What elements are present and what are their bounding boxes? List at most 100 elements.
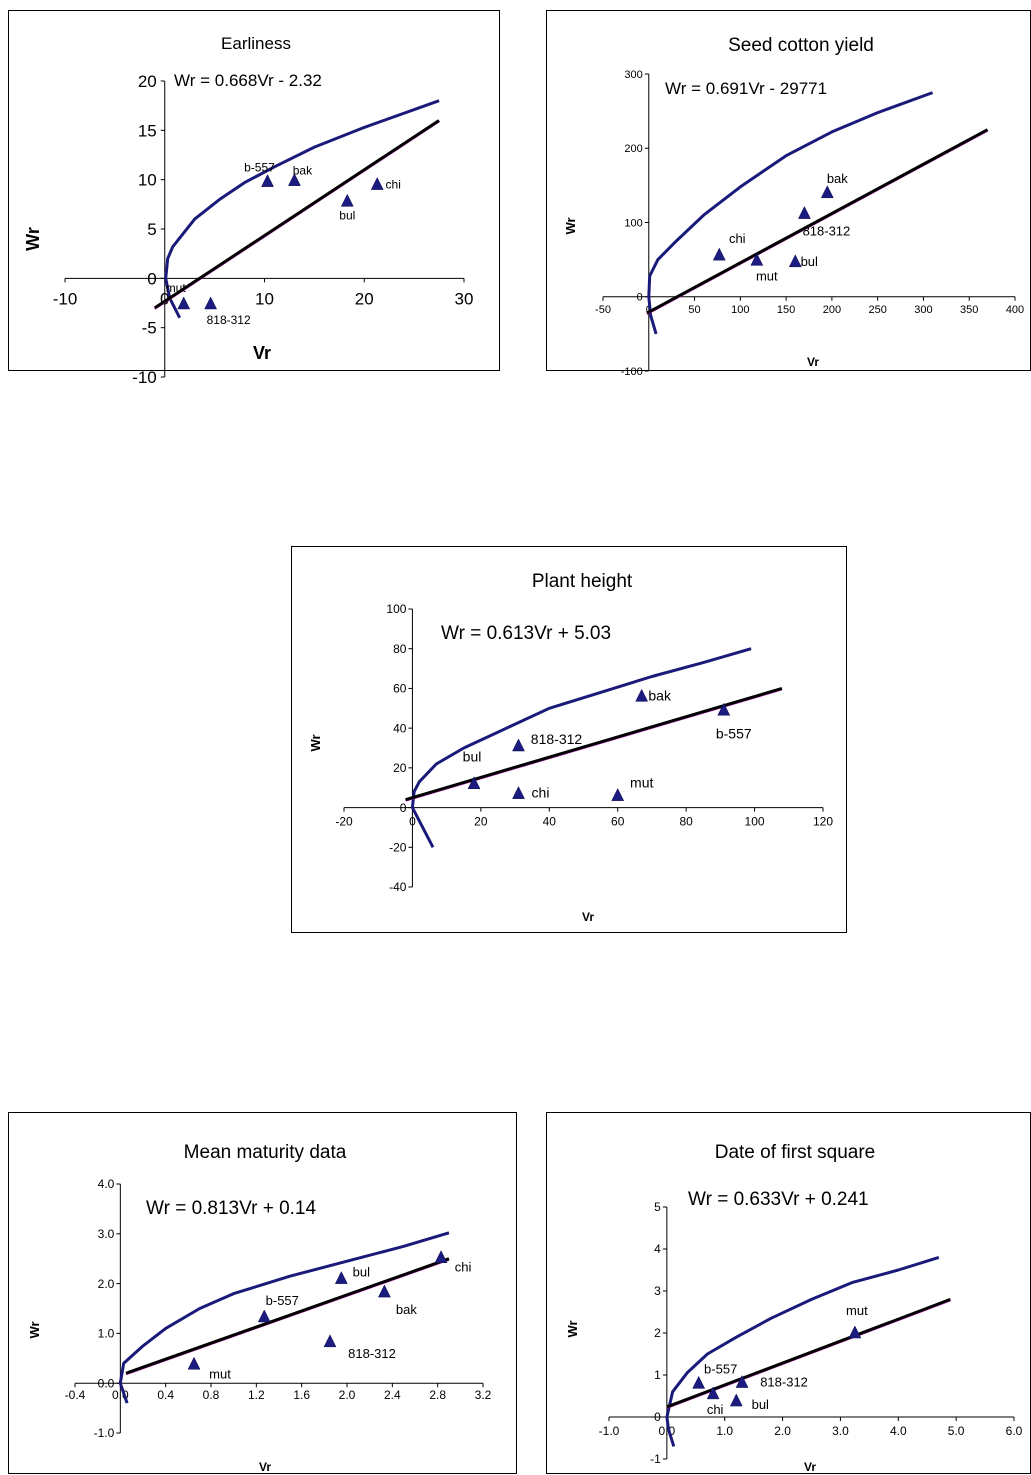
x-tick-label: 2.4 [384, 1388, 401, 1402]
regression-equation: Wr = 0.813Vr + 0.14 [146, 1198, 316, 1219]
chart-panel-seed-cotton-yield: Seed cotton yield Wr = 0.691Vr - 29771 V… [546, 10, 1031, 378]
y-tick-label: -10 [132, 368, 157, 387]
data-label-818-312: 818-312 [803, 224, 851, 239]
chart-title: Plant height [532, 571, 633, 592]
x-axis-label: Vr [582, 910, 594, 924]
x-tick-label: 30 [455, 289, 474, 308]
data-point-chi [434, 1250, 448, 1263]
y-tick-label: 20 [138, 72, 157, 91]
chart-panel-date-of-first-square: Date of first square Wr = 0.633Vr + 0.24… [546, 1112, 1031, 1474]
data-label-bul: bul [801, 254, 818, 269]
data-label-chi: chi [707, 1402, 724, 1417]
y-axis-label: Wr [23, 227, 43, 251]
x-tick-label: 20 [355, 289, 374, 308]
plot-area: -50 0 50 100 150 200 250 300 350 400-100010020030… [595, 69, 1024, 378]
data-point-bul [788, 254, 802, 268]
y-tick-label: 0 [654, 1410, 661, 1424]
chart-earliness: Earliness Wr = 0.668Vr - 2.32 Vr Wr -10 0… [23, 34, 473, 387]
y-tick-label: 0 [400, 801, 407, 815]
y-tick-label: 2.0 [98, 1277, 115, 1291]
data-point-bul [334, 1271, 348, 1284]
y-tick-label: 100 [386, 602, 406, 616]
data-point-chi [712, 247, 726, 261]
y-tick-label: -40 [389, 880, 407, 894]
data-label-bul: bul [339, 208, 355, 222]
data-point-818-312 [798, 206, 811, 219]
x-tick-label: 200 [823, 304, 841, 316]
x-tick-label: 2.8 [429, 1388, 446, 1402]
y-tick-label: 3 [654, 1284, 661, 1298]
x-tick-label: 350 [960, 304, 978, 316]
data-label-mut: mut [630, 775, 653, 791]
y-tick-label: 2 [654, 1326, 661, 1340]
chart-title: Mean maturity data [184, 1142, 347, 1163]
y-tick-label: -1 [650, 1452, 661, 1466]
data-point-818-312 [323, 1334, 337, 1348]
y-tick-label: 5 [147, 220, 156, 239]
regression-equation: Wr = 0.613Vr + 5.03 [441, 623, 611, 644]
x-tick-label: 100 [745, 815, 765, 829]
data-point-bul [467, 776, 481, 789]
data-point-bak [820, 185, 834, 199]
x-tick-label: -1.0 [599, 1424, 620, 1438]
plot-area: -0.4 0.0 0.4 0.8 1.2 1.6 2.0 2.4 2.8 3.2-1.00.01.… [65, 1177, 492, 1440]
x-tick-label: 40 [543, 815, 557, 829]
data-point-818-312 [735, 1375, 749, 1388]
data-label-bak: bak [396, 1302, 417, 1317]
x-tick-label: 1.0 [716, 1424, 733, 1438]
limiting-parabola-line [647, 91, 934, 335]
regression-equation: Wr = 0.691Vr - 29771 [665, 79, 827, 98]
x-tick-label: -20 [335, 815, 353, 829]
x-tick-label: 2.0 [339, 1388, 356, 1402]
data-label-b-557: b-557 [266, 1293, 299, 1308]
chart-plant-height: Plant height Wr = 0.613Vr + 5.03 Vr Wr -… [308, 571, 833, 924]
data-point-b-557 [692, 1375, 706, 1389]
y-tick-label: 40 [393, 721, 407, 735]
limiting-parabola-line [118, 1231, 450, 1404]
y-tick-label: -20 [389, 840, 407, 854]
y-tick-label: 200 [624, 143, 642, 155]
data-point-chi [370, 177, 384, 190]
x-tick-label: 250 [868, 304, 886, 316]
regression-line [153, 119, 440, 310]
chart-panel-earliness: Earliness Wr = 0.668Vr - 2.32 Vr Wr -10 0… [8, 10, 500, 387]
data-label-mut: mut [846, 1303, 868, 1318]
data-label-chi: chi [386, 178, 401, 192]
x-tick-label: 0.8 [203, 1388, 220, 1402]
x-tick-label: 5.0 [948, 1424, 965, 1438]
data-label-bul: bul [752, 1397, 769, 1412]
y-tick-label: 100 [624, 217, 642, 229]
y-tick-label: 60 [393, 682, 407, 696]
x-tick-label: -50 [595, 304, 611, 316]
x-tick-label: 4.0 [890, 1424, 907, 1438]
x-tick-label: 3.2 [475, 1388, 492, 1402]
data-label-b-557: b-557 [704, 1361, 737, 1376]
y-tick-label: 4 [654, 1242, 661, 1256]
x-tick-label: 100 [731, 304, 749, 316]
data-label-b-557: b-557 [244, 161, 275, 175]
x-tick-label: 0 [160, 289, 169, 308]
chart-title: Earliness [221, 34, 291, 53]
y-tick-label: 5 [654, 1200, 661, 1214]
y-tick-label: 0 [637, 292, 643, 304]
y-tick-label: 3.0 [98, 1227, 115, 1241]
data-label-chi: chi [729, 231, 746, 246]
y-axis-label: Wr [308, 734, 323, 751]
data-point-chi [706, 1386, 720, 1400]
chart-date-of-first-square: Date of first square Wr = 0.633Vr + 0.24… [565, 1142, 1023, 1474]
x-axis-label: Vr [804, 1460, 816, 1474]
data-label-818-312: 818-312 [348, 1346, 396, 1361]
chart-seed-cotton-yield: Seed cotton yield Wr = 0.691Vr - 29771 V… [563, 35, 1024, 378]
x-axis-label: Vr [807, 355, 819, 369]
data-label-mut: mut [166, 281, 187, 295]
data-point-mut [611, 788, 625, 801]
limiting-parabola-line [665, 1255, 940, 1447]
y-tick-label: 0.0 [98, 1376, 115, 1390]
x-axis-label: Vr [259, 1460, 271, 1474]
y-tick-label: 20 [393, 761, 407, 775]
data-label-818-312: 818-312 [207, 313, 251, 327]
data-point-b-557 [257, 1309, 271, 1323]
chart-mean-maturity-data: Mean maturity data Wr = 0.813Vr + 0.14 V… [27, 1142, 492, 1474]
data-point-bul [729, 1393, 743, 1407]
